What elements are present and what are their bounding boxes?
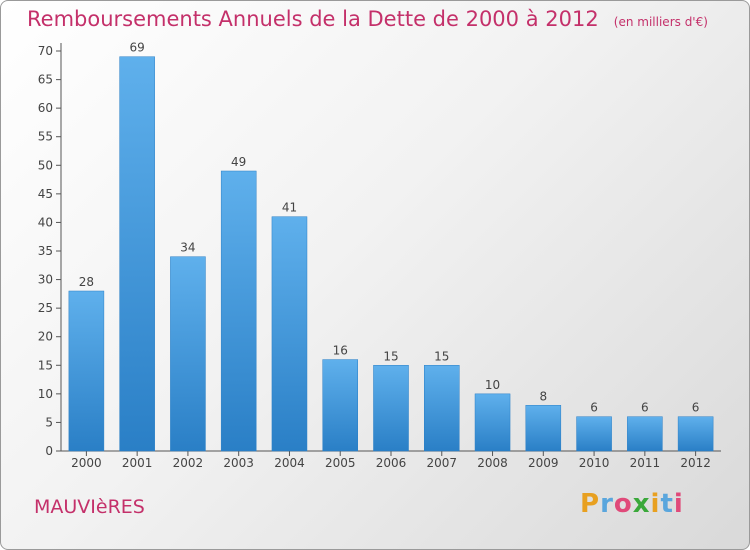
commune-name: MAUVIèRES xyxy=(34,496,145,518)
bar-chart: 0 5 10 15 20 25 30 35 40 45 50 55 60 65 70 2000 28 2001 6… xyxy=(38,41,721,470)
bar-2004 xyxy=(271,216,308,452)
y-tick-label: 40 xyxy=(38,215,53,229)
bar-2011 xyxy=(627,416,663,452)
y-tick-label: 65 xyxy=(38,73,53,87)
chart-axes: 0 5 10 15 20 25 30 35 40 45 50 55 60 65 70 xyxy=(38,43,721,458)
bar-2009 xyxy=(525,405,562,452)
y-tick-label: 35 xyxy=(38,244,53,258)
bar-2010 xyxy=(576,416,612,452)
y-tick-label: 0 xyxy=(45,444,53,458)
chart-labels: 2000 28 2001 69 2002 34 2003 49 2004 41 2005 16 2006… xyxy=(71,41,711,470)
logo-letter: r xyxy=(600,489,614,519)
bar-value-label: 6 xyxy=(590,401,598,415)
bar-value-label: 34 xyxy=(180,241,195,255)
proxiti-logo: Proxiti xyxy=(580,489,684,519)
y-tick-label: 10 xyxy=(38,387,53,401)
y-tick-label: 5 xyxy=(45,415,53,429)
y-tick-label: 70 xyxy=(38,44,53,58)
bar-value-label: 15 xyxy=(434,349,449,363)
bar-value-label: 49 xyxy=(231,155,246,169)
x-tick-label: 2010 xyxy=(579,456,610,470)
bar-value-label: 8 xyxy=(539,389,547,403)
logo-letter: P xyxy=(580,489,601,519)
y-tick-label: 15 xyxy=(38,358,53,372)
bar-value-label: 6 xyxy=(692,401,700,415)
y-tick-label: 30 xyxy=(38,273,53,287)
bar-2000 xyxy=(68,290,105,452)
bar-2003 xyxy=(220,170,257,452)
bar-value-label: 69 xyxy=(130,41,145,55)
y-tick-label: 25 xyxy=(38,301,53,315)
bar-value-label: 6 xyxy=(641,401,649,415)
x-tick-label: 2006 xyxy=(376,456,407,470)
bar-value-label: 28 xyxy=(79,275,94,289)
y-tick-label: 60 xyxy=(38,101,53,115)
bar-value-label: 41 xyxy=(282,201,297,215)
logo-letter: o xyxy=(613,489,633,519)
bar-2008 xyxy=(474,393,511,452)
x-tick-label: 2011 xyxy=(630,456,661,470)
chart-title-row: Remboursements Annuels de la Dette de 20… xyxy=(27,7,708,31)
x-tick-label: 2000 xyxy=(71,456,102,470)
x-tick-label: 2012 xyxy=(680,456,711,470)
x-tick-label: 2002 xyxy=(173,456,204,470)
bar-2012 xyxy=(677,416,714,452)
bar-2005 xyxy=(322,359,358,452)
bar-2007 xyxy=(424,365,460,452)
x-tick-label: 2008 xyxy=(477,456,508,470)
logo-letter: i xyxy=(673,489,684,519)
bar-value-label: 16 xyxy=(333,344,348,358)
y-tick-label: 55 xyxy=(38,130,53,144)
logo-letter: x xyxy=(632,489,651,519)
y-tick-label: 50 xyxy=(38,158,53,172)
chart-title: Remboursements Annuels de la Dette de 20… xyxy=(27,7,599,31)
x-tick-label: 2003 xyxy=(223,456,254,470)
bar-2006 xyxy=(373,365,409,452)
chart-bars xyxy=(68,56,714,452)
x-tick-label: 2005 xyxy=(325,456,356,470)
bar-2001 xyxy=(119,56,155,452)
y-tick-label: 20 xyxy=(38,330,53,344)
bar-value-label: 10 xyxy=(485,378,500,392)
bar-2002 xyxy=(170,256,206,452)
x-tick-label: 2007 xyxy=(426,456,457,470)
bar-value-label: 15 xyxy=(383,349,398,363)
y-tick-label: 45 xyxy=(38,187,53,201)
logo-letter: i xyxy=(650,489,661,519)
logo-letter: t xyxy=(660,489,674,519)
x-tick-label: 2009 xyxy=(528,456,559,470)
x-tick-label: 2001 xyxy=(122,456,153,470)
chart-subtitle: (en milliers d'€) xyxy=(613,15,708,29)
x-tick-label: 2004 xyxy=(274,456,305,470)
